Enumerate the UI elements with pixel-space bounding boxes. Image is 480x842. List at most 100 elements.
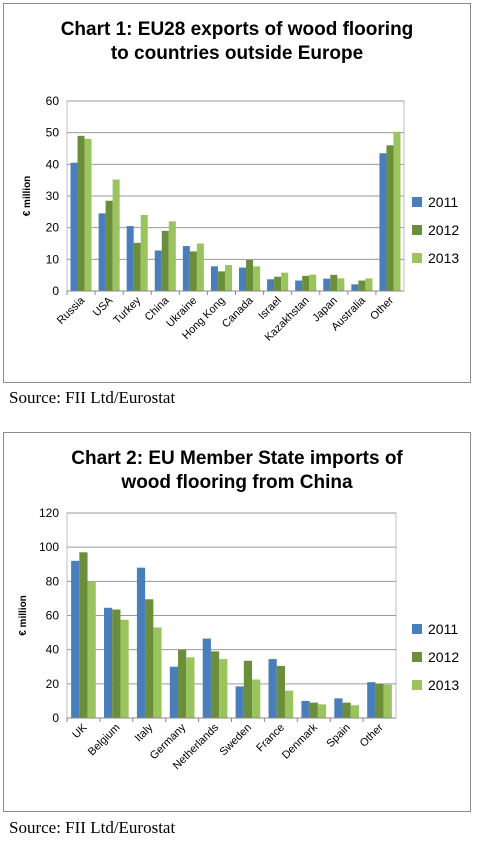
bar-2012-usa bbox=[105, 200, 113, 291]
bar-2011-usa bbox=[98, 213, 106, 291]
bar-2012-denmark bbox=[309, 702, 318, 718]
chart-1-title-line-2: to countries outside Europe bbox=[110, 43, 364, 64]
bar-2012-sweden bbox=[243, 660, 253, 718]
bar-2011-uk bbox=[71, 560, 80, 718]
bar-2012-russia bbox=[77, 135, 85, 291]
chart-2-title: Chart 2: EU Member State imports of wood… bbox=[4, 447, 470, 495]
y-tick-label: 60 bbox=[46, 94, 60, 108]
bar-2012-china bbox=[161, 230, 169, 291]
bar-2011-russia bbox=[70, 162, 78, 291]
bar-2013-canada bbox=[253, 266, 261, 291]
bar-2013-hong-kong bbox=[224, 265, 232, 291]
bar-2012-belgium bbox=[112, 609, 121, 718]
bar-2012-other bbox=[386, 145, 394, 291]
bar-2012-netherlands bbox=[210, 651, 220, 718]
chart-1-source: Source: FII Ltd/Eurostat bbox=[9, 388, 176, 407]
bar-2012-spain bbox=[342, 702, 351, 718]
bar-2011-netherlands bbox=[202, 638, 211, 718]
y-tick-label: 50 bbox=[46, 126, 60, 140]
bar-2011-turkey bbox=[126, 226, 134, 291]
y-tick-label: 20 bbox=[46, 677, 60, 691]
x-tick-label: Russia bbox=[55, 294, 88, 327]
x-tick-label: Italy bbox=[133, 721, 156, 744]
legend-swatch-2013 bbox=[412, 253, 422, 263]
bar-2011-japan bbox=[323, 278, 331, 291]
bar-2012-israel bbox=[274, 276, 282, 291]
y-tick-label: 80 bbox=[46, 574, 60, 588]
bar-2013-spain bbox=[350, 705, 359, 718]
bar-2011-france bbox=[268, 659, 277, 718]
bar-2011-australia bbox=[351, 284, 359, 291]
bar-2013-ukraine bbox=[196, 243, 204, 291]
bar-2011-denmark bbox=[301, 700, 310, 718]
x-tick-label: Denmark bbox=[280, 721, 320, 761]
bar-2011-germany bbox=[169, 666, 179, 718]
bar-2013-kazakhstan bbox=[309, 274, 317, 291]
y-tick-label: 30 bbox=[46, 189, 60, 203]
legend-swatch-2011 bbox=[412, 197, 422, 207]
legend-label-2013: 2013 bbox=[428, 677, 459, 693]
bar-2012-canada bbox=[246, 259, 254, 291]
x-tick-label: Canada bbox=[220, 294, 256, 330]
bar-2011-hong-kong bbox=[210, 266, 218, 291]
chart-2-panel: Chart 2: EU Member State imports of wood… bbox=[3, 432, 471, 812]
bar-2012-other bbox=[375, 683, 384, 718]
bar-2013-russia bbox=[84, 139, 92, 291]
bar-2011-israel bbox=[267, 279, 275, 291]
x-tick-label: Spain bbox=[324, 722, 352, 750]
bar-2012-uk bbox=[79, 552, 88, 718]
legend-label-2011: 2011 bbox=[428, 621, 458, 637]
bar-2013-japan bbox=[337, 278, 345, 291]
bar-2013-china bbox=[168, 221, 176, 291]
bar-2013-other bbox=[393, 131, 401, 291]
x-tick-label: Other bbox=[368, 294, 396, 322]
bar-2011-other bbox=[379, 153, 387, 291]
legend-swatch-2011 bbox=[412, 624, 422, 634]
y-axis-label: € million bbox=[18, 595, 29, 636]
legend-label-2012: 2012 bbox=[428, 222, 459, 238]
chart-1-panel: Chart 1: EU28 exports of wood flooring t… bbox=[3, 3, 471, 383]
x-tick-label: USA bbox=[91, 294, 116, 319]
bar-2011-kazakhstan bbox=[295, 280, 303, 291]
bar-2011-china bbox=[154, 250, 162, 291]
bar-2012-france bbox=[276, 665, 285, 718]
y-tick-label: 0 bbox=[52, 284, 59, 298]
x-tick-label: UK bbox=[70, 721, 90, 741]
chart-2-source: Source: FII Ltd/Eurostat bbox=[9, 818, 176, 837]
chart-1-title-line-1: Chart 1: EU28 exports of wood flooring bbox=[60, 19, 414, 40]
y-tick-label: 0 bbox=[52, 711, 59, 725]
bar-2012-italy bbox=[145, 599, 154, 718]
y-tick-label: 100 bbox=[39, 540, 59, 554]
bar-2013-uk bbox=[87, 581, 96, 718]
bar-2013-turkey bbox=[140, 215, 148, 291]
legend-swatch-2012 bbox=[412, 225, 422, 235]
y-tick-label: 40 bbox=[46, 643, 60, 657]
bar-2011-ukraine bbox=[182, 246, 190, 291]
bar-2012-australia bbox=[358, 280, 366, 291]
x-tick-label: Sweden bbox=[217, 722, 254, 759]
y-tick-label: 60 bbox=[46, 609, 60, 623]
bar-2013-france bbox=[284, 690, 294, 718]
chart-2-title-line-1: Chart 2: EU Member State imports of bbox=[71, 448, 403, 469]
bar-2013-germany bbox=[186, 657, 195, 718]
bar-2012-kazakhstan bbox=[302, 275, 310, 291]
legend-label-2012: 2012 bbox=[428, 649, 459, 665]
legend-swatch-2012 bbox=[412, 652, 422, 662]
bar-2011-belgium bbox=[104, 607, 113, 718]
bar-2011-italy bbox=[136, 567, 146, 718]
bar-2011-canada bbox=[239, 267, 247, 291]
bar-2013-sweden bbox=[252, 679, 261, 718]
bar-2013-netherlands bbox=[219, 659, 228, 718]
x-tick-label: Belgium bbox=[86, 722, 123, 759]
bar-2012-turkey bbox=[133, 242, 141, 291]
bar-2012-germany bbox=[178, 649, 187, 718]
chart-2-title-line-2: wood flooring from China bbox=[121, 472, 353, 493]
bar-2011-spain bbox=[334, 698, 343, 718]
bar-2012-japan bbox=[330, 274, 338, 291]
bar-2012-ukraine bbox=[189, 251, 197, 291]
legend-label-2011: 2011 bbox=[428, 194, 458, 210]
bar-2013-australia bbox=[365, 278, 373, 291]
y-axis-label: € million bbox=[22, 176, 33, 217]
